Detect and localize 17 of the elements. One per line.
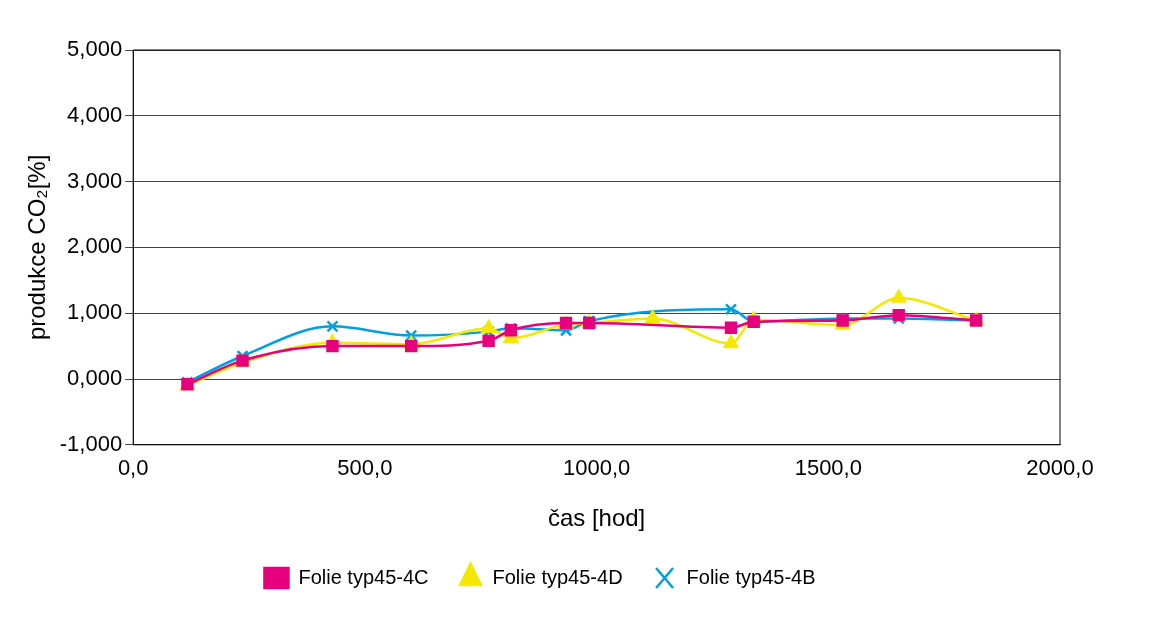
x-tick-label: 2000,0 <box>1026 455 1094 481</box>
y-axis-title: produkce CO₂[%] <box>23 154 51 341</box>
x-tick-label: 0,0 <box>117 455 149 481</box>
x-tick-label: 1500,0 <box>794 455 862 481</box>
y-tick-label: 3,000 <box>67 167 123 193</box>
legend-label: Folie typ45-4C <box>298 565 429 588</box>
y-tick-label: 0,000 <box>67 365 123 391</box>
y-tick-label: 1,000 <box>67 299 123 325</box>
y-tick-label: 4,000 <box>67 101 123 127</box>
y-tick-label: 5,000 <box>67 36 123 62</box>
x-axis-title: čas [hod] <box>547 504 646 532</box>
legend-label: Folie typ45-4B <box>686 565 816 588</box>
x-tick-label: 500,0 <box>337 455 393 481</box>
x-tick-label: 1000,0 <box>562 455 631 481</box>
y-tick-label: 2,000 <box>67 233 123 259</box>
legend-label: Folie typ45-4D <box>492 565 623 588</box>
y-tick-label: -1,000 <box>59 430 123 456</box>
